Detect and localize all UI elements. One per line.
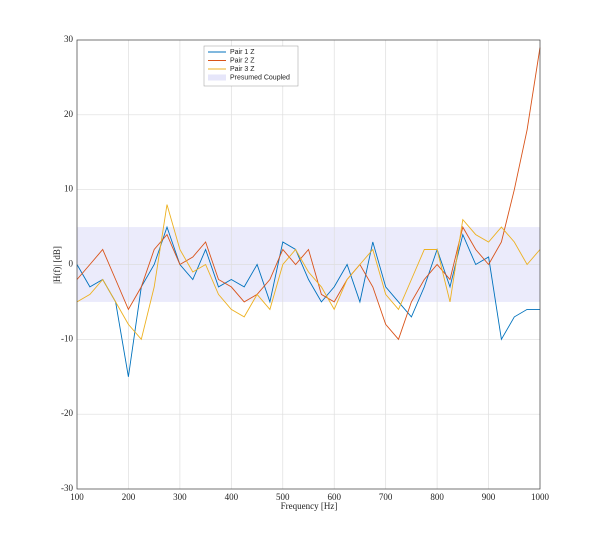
legend-label: Pair 3 Z: [230, 66, 255, 73]
axes-box: [76, 39, 541, 490]
legend-swatch: [208, 74, 226, 81]
series-line: [76, 47, 541, 341]
y-tick-label: -10: [61, 333, 73, 343]
y-tick-label: 30: [64, 34, 74, 44]
x-tick-label: 1000: [531, 492, 550, 502]
x-tick-label: 300: [173, 492, 187, 502]
x-tick-label: 100: [70, 492, 84, 502]
series-line: [76, 204, 541, 341]
x-tick-label: 400: [225, 492, 239, 502]
y-tick-label: -20: [61, 408, 73, 418]
legend-label: Pair 2 Z: [230, 57, 255, 64]
x-tick-label: 700: [379, 492, 393, 502]
y-axis-label: |H(f)| [dB]: [52, 246, 62, 284]
y-tick-label: 0: [69, 259, 74, 269]
x-axis-label: Frequency [Hz]: [281, 501, 338, 511]
x-tick-label: 200: [122, 492, 136, 502]
y-tick-label: 10: [64, 184, 74, 194]
x-tick-label: 600: [327, 492, 341, 502]
y-tick-label: 20: [64, 109, 74, 119]
series-line: [76, 225, 540, 377]
x-tick-label: 500: [276, 492, 290, 502]
legend-label: Presumed Coupled: [230, 74, 290, 81]
legend-label: Pair 1 Z: [230, 49, 255, 56]
x-tick-label: 800: [430, 492, 444, 502]
x-tick-label: 900: [482, 492, 496, 502]
y-tick-label: -30: [61, 483, 73, 493]
